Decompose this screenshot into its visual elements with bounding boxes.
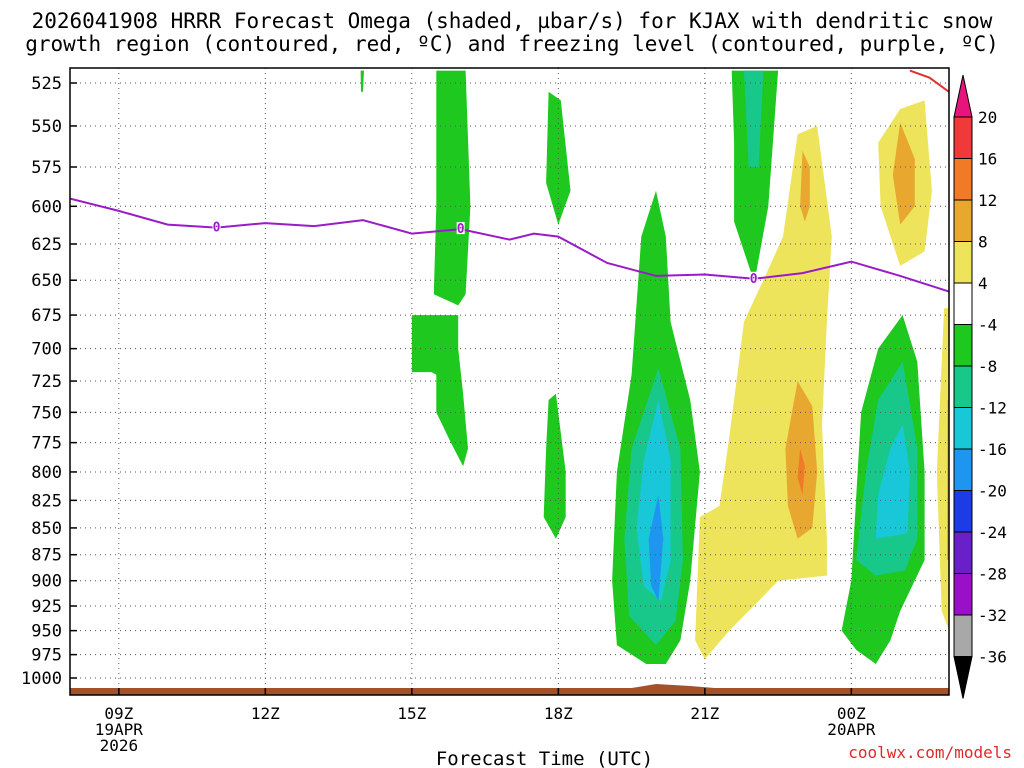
colorbar-top-arrow: [953, 74, 973, 118]
x-tick-date-label: 20APR: [827, 720, 876, 739]
x-tick-year-label: 2026: [100, 736, 139, 755]
y-tick-label: 650: [31, 271, 62, 291]
omega-region-teal-top-22z: [743, 70, 764, 167]
y-tick-label: 1000: [21, 669, 62, 689]
colorbar-swatch: [953, 116, 973, 159]
x-tick-label: 09Z: [104, 704, 133, 723]
y-tick-label: 950: [31, 622, 62, 642]
colorbar-swatch: [953, 407, 973, 450]
colorbar-label: -12: [978, 399, 1007, 418]
terrain-bump: [631, 684, 715, 688]
x-tick-date-label: 19APR: [95, 720, 144, 739]
colorbar-swatch: [953, 573, 973, 616]
y-tick-label: 825: [31, 491, 62, 511]
colorbar-swatch: [953, 158, 973, 201]
chart-title-line1: 2026041908 HRRR Forecast Omega (shaded, …: [31, 9, 993, 33]
y-tick-label: 675: [31, 306, 62, 326]
colorbar-bottom-arrow: [953, 656, 973, 699]
colorbar-swatch: [953, 365, 973, 408]
x-tick-label: 00Z: [837, 704, 866, 723]
y-tick-label: 850: [31, 519, 62, 539]
colorbar-swatch: [953, 531, 973, 574]
freezing-level-label-bg: [456, 222, 465, 235]
dgz-contour: [909, 69, 949, 93]
y-tick-label: 525: [31, 74, 62, 94]
x-tick-label: 15Z: [397, 704, 426, 723]
y-tick-label: 750: [31, 403, 62, 423]
colorbar-label: -20: [978, 482, 1007, 501]
colorbar-swatch: [953, 199, 973, 242]
freezing-level-line: [70, 197, 949, 293]
colorbar-label: -36: [978, 648, 1007, 667]
terrain-strip: [70, 688, 949, 695]
colorbar-swatch: [953, 282, 973, 325]
y-tick-label: 575: [31, 158, 62, 178]
omega-region-darkorange-23z: [797, 448, 805, 495]
colorbar-label: -16: [978, 440, 1007, 459]
x-tick-label: 18Z: [544, 704, 573, 723]
omega-region-green-low-18z: [543, 393, 566, 539]
colorbar-label: 8: [978, 233, 988, 252]
credit-link[interactable]: coolwx.com/models: [848, 743, 1012, 762]
x-tick-label: 21Z: [690, 704, 719, 723]
y-tick-label: 800: [31, 463, 62, 483]
omega-region-orange-upper-25z: [892, 122, 915, 225]
colorbar-label: 4: [978, 274, 988, 293]
omega-region-green-thin-7z: [360, 70, 364, 92]
y-tick-label: 975: [31, 646, 62, 666]
chart-title-line2: growth region (contoured, red, ºC) and f…: [25, 32, 999, 56]
y-tick-label: 550: [31, 117, 62, 137]
x-tick-label: 12Z: [251, 704, 280, 723]
freezing-level-label: 0: [457, 222, 465, 237]
colorbar-label: -4: [978, 316, 997, 335]
colorbar-label: -24: [978, 523, 1007, 542]
y-tick-label: 875: [31, 546, 62, 566]
freezing-level-label-bg: [212, 220, 221, 233]
colorbar-swatch: [953, 614, 973, 657]
omega-region-yellow-right-edge: [936, 308, 949, 631]
plot-area: 0 0 0: [70, 68, 949, 695]
omega-region-orange-small-23z: [800, 150, 810, 222]
omega-region-green-column-16z: [433, 70, 471, 306]
colorbar-swatch: [953, 490, 973, 533]
colorbar-label: 20: [978, 108, 997, 127]
y-tick-label: 900: [31, 572, 62, 592]
freezing-level-label-bg: [749, 271, 758, 284]
y-tick-label: 600: [31, 197, 62, 217]
omega-region-cyan-low-25z: [875, 424, 910, 539]
y-tick-label: 925: [31, 597, 62, 617]
omega-region-green-top-22z: [731, 70, 779, 274]
freezing-level-label: 0: [213, 221, 221, 236]
colorbar-label: 16: [978, 150, 997, 169]
colorbar-swatch: [953, 324, 973, 367]
colorbar-label: -28: [978, 565, 1007, 584]
colorbar-label: -8: [978, 357, 997, 376]
colorbar-swatch: [953, 448, 973, 491]
omega-region-green-block-15z: [411, 315, 468, 467]
colorbar-label: -32: [978, 606, 1007, 625]
y-tick-label: 725: [31, 372, 62, 392]
y-tick-label: 775: [31, 434, 62, 454]
y-tick-label: 625: [31, 235, 62, 255]
omega-region-blue-20z: [648, 494, 664, 601]
freezing-level-label: 0: [750, 272, 758, 287]
x-axis-title: Forecast Time (UTC): [436, 748, 653, 768]
colorbar-swatch: [953, 241, 973, 284]
y-tick-label: 700: [31, 340, 62, 360]
colorbar-label: 12: [978, 191, 997, 210]
